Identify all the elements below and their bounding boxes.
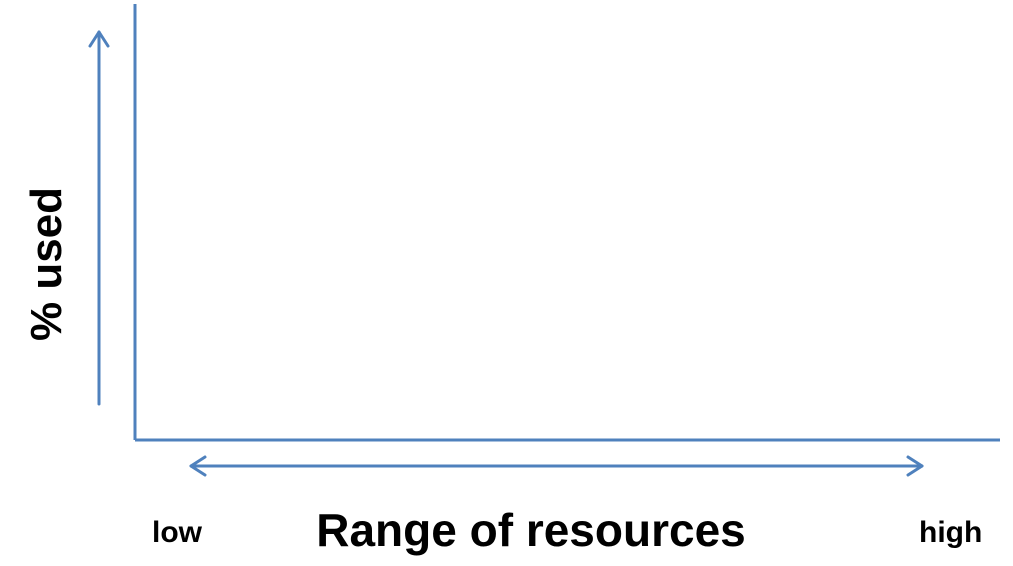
x-range-arrow: [189, 455, 924, 477]
x-low-label: low: [152, 516, 202, 549]
x-high-label: high: [919, 516, 983, 549]
y-axis-label: % used: [22, 186, 71, 342]
y-direction-arrow: [88, 30, 110, 406]
x-axis-label: Range of resources: [316, 504, 746, 556]
